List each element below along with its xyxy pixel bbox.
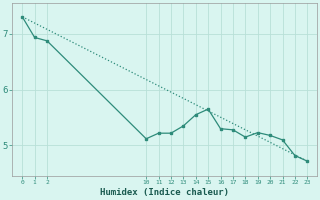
X-axis label: Humidex (Indice chaleur): Humidex (Indice chaleur) bbox=[100, 188, 229, 197]
